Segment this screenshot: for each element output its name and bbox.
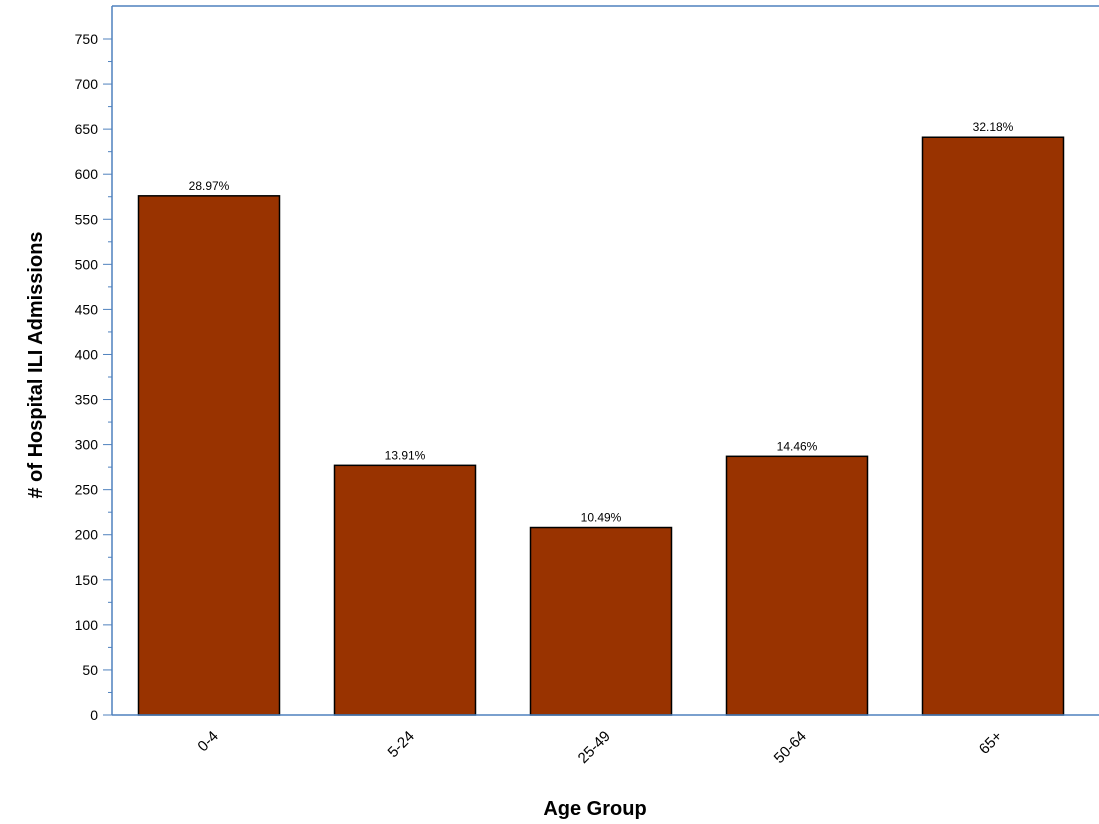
bar xyxy=(529,526,673,716)
x-axis: 0-4 5-24 25-49 50-64 65+ xyxy=(112,714,1099,767)
y-tick-label: 0 xyxy=(90,707,98,723)
y-tick-label: 600 xyxy=(75,166,99,182)
y-tick-label: 550 xyxy=(75,211,99,227)
y-tick-label: 150 xyxy=(75,572,99,588)
y-axis-title: # of Hospital ILI Admissions xyxy=(25,231,47,498)
y-tick-label: 500 xyxy=(75,256,99,272)
x-tick-label: 50-64 xyxy=(771,728,810,767)
bar xyxy=(921,136,1065,716)
y-tick-label: 650 xyxy=(75,121,99,137)
x-axis-title: Age Group xyxy=(543,798,646,820)
y-tick-label: 350 xyxy=(75,392,99,408)
y-tick-label: 700 xyxy=(75,76,99,92)
x-tick-label: 65+ xyxy=(976,728,1006,758)
y-tick-label: 50 xyxy=(82,662,98,678)
y-tick-label: 400 xyxy=(75,346,99,362)
y-tick-label: 450 xyxy=(75,301,99,317)
y-tick-label: 750 xyxy=(75,31,99,47)
bar-data-label: 32.18% xyxy=(973,120,1014,134)
y-tick-label: 100 xyxy=(75,617,99,633)
bar xyxy=(137,195,281,716)
x-tick-label: 25-49 xyxy=(575,728,614,767)
bar xyxy=(725,455,869,716)
y-tick-label: 250 xyxy=(75,482,99,498)
bar-data-label: 28.97% xyxy=(189,179,230,193)
x-tick-label: 0-4 xyxy=(194,728,221,755)
bar-data-label: 14.46% xyxy=(777,439,818,453)
bar xyxy=(333,464,477,716)
y-axis: 0 50 100 150 200 250 300 350 400 450 500 550 600 650 7… xyxy=(75,6,113,723)
bar-data-label: 10.49% xyxy=(581,511,622,525)
bars: 28.97% 13.91% 10.49% 14.46% 32.18% xyxy=(137,120,1065,716)
y-tick-label: 200 xyxy=(75,527,99,543)
y-tick-label: 300 xyxy=(75,437,99,453)
bar-data-label: 13.91% xyxy=(385,448,426,462)
x-tick-label: 5-24 xyxy=(385,728,418,761)
